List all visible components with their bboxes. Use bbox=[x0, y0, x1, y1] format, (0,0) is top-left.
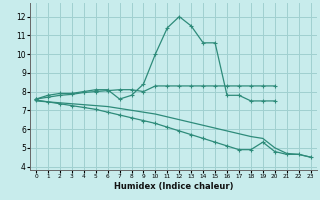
X-axis label: Humidex (Indice chaleur): Humidex (Indice chaleur) bbox=[114, 182, 233, 191]
